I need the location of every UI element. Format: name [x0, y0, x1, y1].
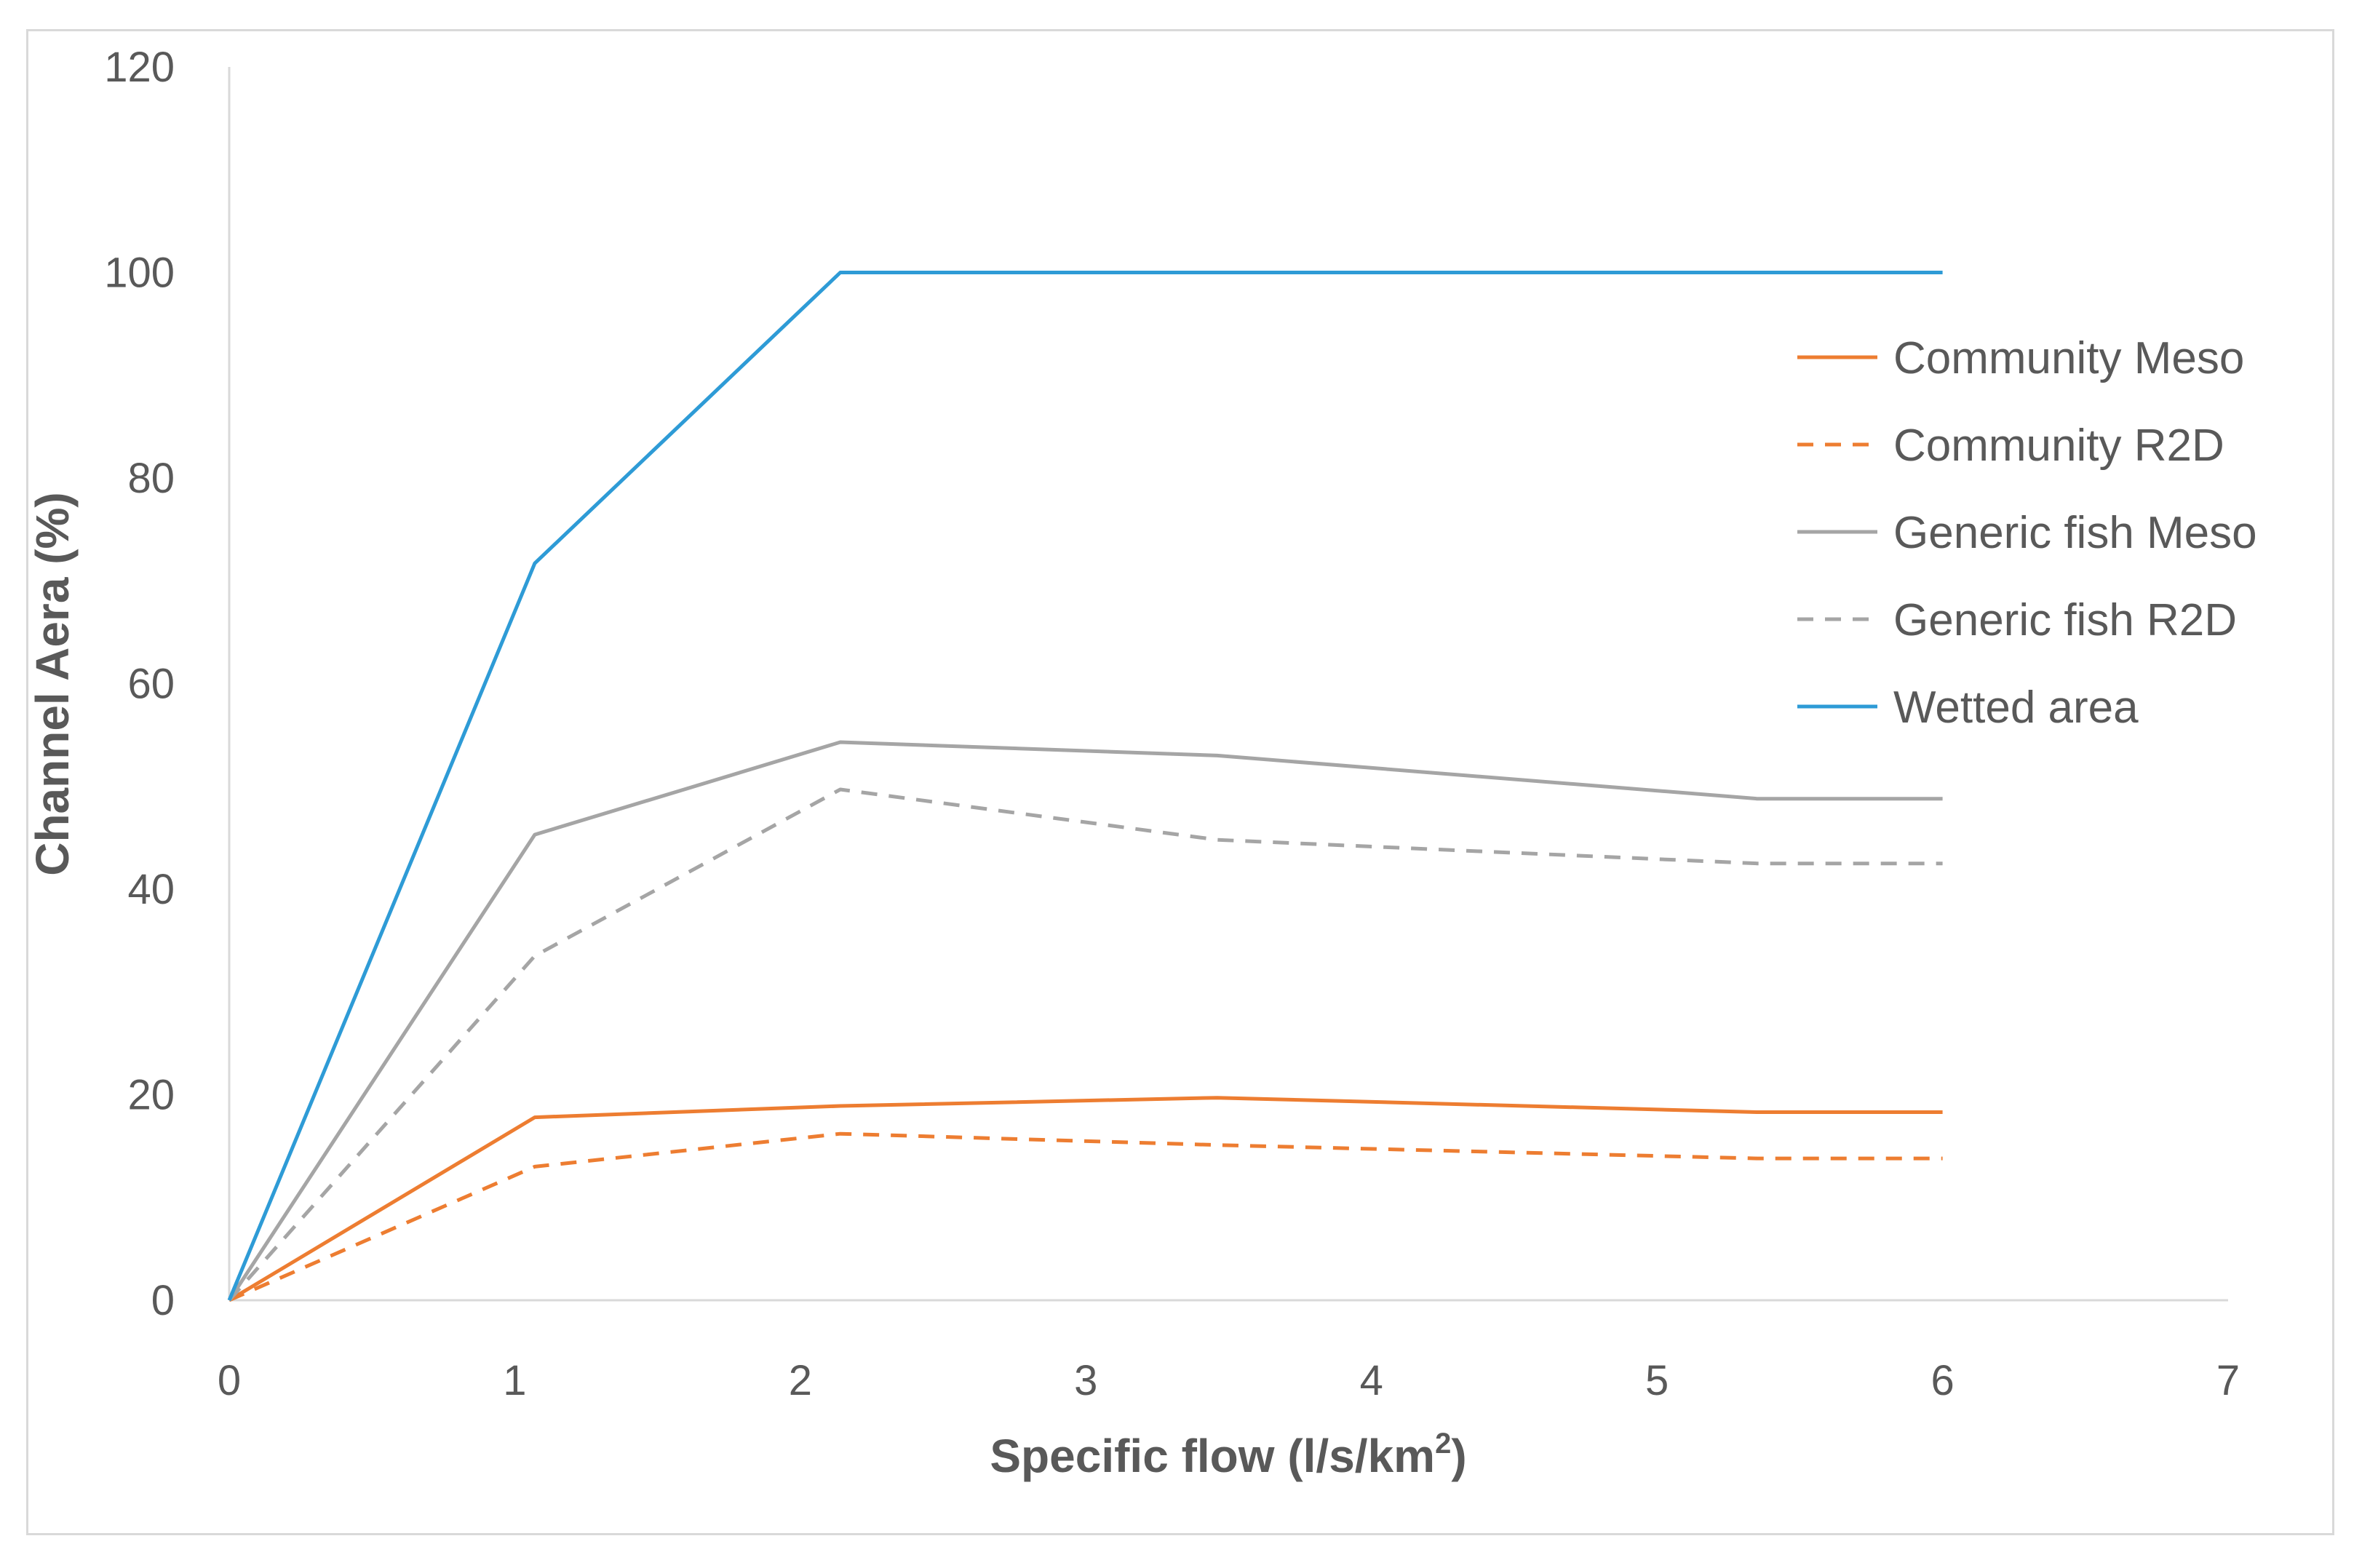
y-tick-label: 0: [151, 1277, 175, 1324]
x-axis-title-superscript: 2: [1435, 1428, 1451, 1460]
x-axis-title-main: Specific flow (l/s/km: [990, 1430, 1435, 1482]
legend-label: Wetted area: [1893, 682, 2139, 733]
y-tick-label: 20: [127, 1072, 175, 1119]
series-line-generic-fish-r2d: [228, 787, 1943, 1302]
y-tick-labels: 0 20 40 60 80 100 120: [104, 44, 175, 1324]
x-axis-title-suffix: ): [1451, 1430, 1466, 1482]
series-line-generic-fish-meso: [227, 740, 1943, 1302]
x-tick-label: 2: [789, 1357, 812, 1404]
y-tick-label: 100: [104, 250, 175, 297]
series-lines: [227, 271, 1943, 1302]
legend-label: Community R2D: [1893, 421, 2224, 471]
axes: [228, 67, 2228, 1302]
y-tick-label: 60: [127, 661, 175, 708]
x-axis-title: Specific flow (l/s/km2): [990, 1428, 1466, 1482]
x-tick-label: 3: [1074, 1357, 1097, 1404]
x-tick-label: 7: [2216, 1357, 2240, 1404]
x-tick-label: 1: [503, 1357, 526, 1404]
x-tick-label: 6: [1930, 1357, 1954, 1404]
x-tick-label: 0: [218, 1357, 241, 1404]
legend-label: Generic fish Meso: [1893, 508, 2257, 558]
y-axis-title: Channel Aera (%): [26, 492, 79, 876]
legend-label: Community Meso: [1893, 333, 2244, 383]
legend-label: Generic fish R2D: [1893, 595, 2237, 645]
y-tick-label: 120: [104, 44, 175, 91]
series-line-community-r2d: [228, 1131, 1943, 1302]
chart-frame: [26, 29, 2334, 1535]
y-tick-label: 40: [127, 866, 175, 913]
series-line-wetted-area: [227, 271, 1943, 1301]
y-tick-label: 80: [127, 455, 175, 502]
x-tick-label: 5: [1645, 1357, 1669, 1404]
x-tick-label: 4: [1360, 1357, 1383, 1404]
legend: Community Meso Community R2D Generic fish …: [1797, 333, 2257, 733]
x-tick-labels: 0 1 2 3 4 5 6 7: [218, 1357, 2240, 1404]
series-line-community-meso: [228, 1096, 1943, 1302]
